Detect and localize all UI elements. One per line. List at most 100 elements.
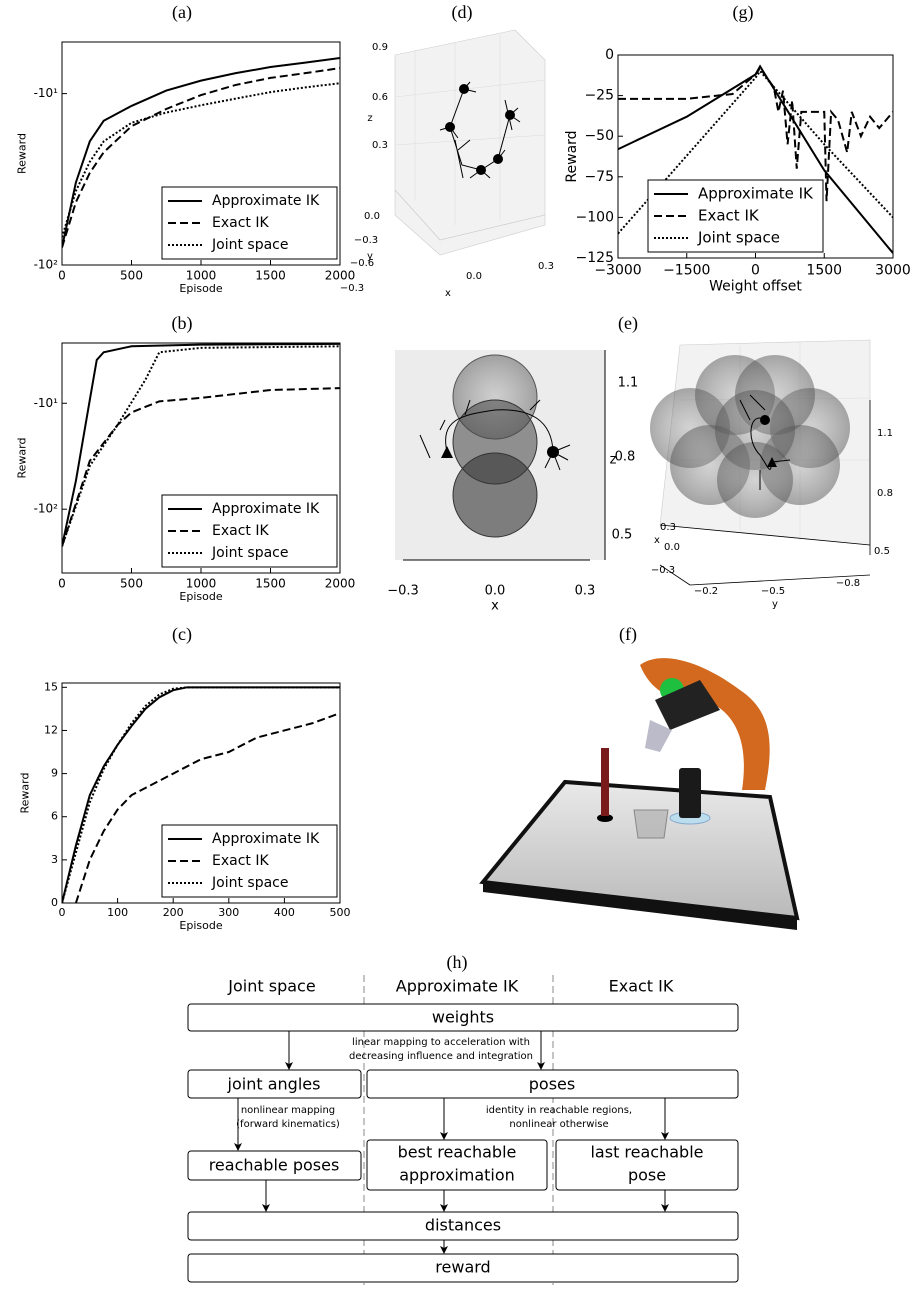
y-axis-label: Reward [564,130,580,182]
legend-label: Approximate IK [212,501,320,517]
legend-label: Joint space [211,237,288,253]
panel-label: (g) [733,2,754,23]
y-tick-label: 15 [44,680,58,693]
x-tick-label: 0 [58,576,66,590]
plot3d-mid [395,350,605,560]
x-axis-label: Weight offset [709,279,802,295]
x-tick-label: −0.3 [651,565,675,576]
y-tick-label: −50 [584,128,614,144]
x-axis-label: x [654,535,660,546]
x-tick-label: 3000 [875,263,911,279]
y-tick-label: 12 [44,723,58,736]
z-axis-label: z [610,453,617,468]
z-axis-label: z [367,113,372,124]
box-label: joint angles [227,1075,321,1094]
y-axis-label: Reward [19,773,32,814]
y-axis-label: Reward [15,133,28,174]
box-label: poses [529,1075,575,1094]
y-axis-label: Reward [15,438,28,479]
box-label: best reachable [398,1143,517,1162]
box-label: reward [435,1258,490,1277]
y-tick-label: -10¹ [34,86,59,100]
plot3d-d [395,30,545,255]
x-tick-label: 1500 [255,268,286,282]
y-tick-label: −0.3 [354,235,378,246]
y-tick-label: −75 [584,169,614,185]
x-tick-label: 2000 [325,268,356,282]
y-tick-label: -10² [34,502,59,516]
z-tick-label: 0.9 [372,42,388,53]
x-tick-label: 1000 [186,576,217,590]
panel-label: (f) [619,624,637,645]
z-tick-label: 0.6 [372,92,388,103]
figure: (d) (e) (f) (h) Joint space Approximate … [0,0,914,1290]
x-tick-label: 0.0 [485,584,506,599]
y-tick-label: −125 [576,250,614,266]
box-label: approximation [399,1166,515,1185]
z-tick-label: 0.3 [372,140,388,151]
y-tick-label: 9 [51,767,58,780]
note: (forward kinematics) [236,1119,340,1130]
x-tick-label: 0.3 [538,261,554,272]
panel-label: (e) [618,313,638,334]
x-tick-label: 500 [120,268,143,282]
box-label: distances [425,1216,501,1235]
x-tick-label: 400 [274,906,295,919]
y-tick-label: −0.2 [694,586,718,597]
note: nonlinear otherwise [509,1119,608,1130]
legend-label: Approximate IK [212,193,320,209]
x-tick-label: 1000 [186,268,217,282]
x-tick-label: 0.3 [660,522,676,533]
x-tick-label: −0.3 [387,584,419,599]
x-tick-label: 0.3 [575,584,596,599]
x-tick-label: 500 [330,906,351,919]
note: linear mapping to acceleration with [352,1037,530,1048]
column-header: Approximate IK [396,977,519,996]
x-tick-label: 0 [751,263,760,279]
legend-label: Approximate IK [698,185,814,203]
y-tick-label: 0.0 [364,211,380,222]
y-axis-label: y [772,599,778,610]
y-tick-label: -10² [34,258,59,272]
legend-label: Joint space [211,545,288,561]
panel-label: (h) [447,952,468,973]
box-label: last reachable [590,1143,703,1162]
legend-label: Approximate IK [212,831,320,847]
note: nonlinear mapping [241,1105,335,1116]
legend-label: Joint space [211,875,288,891]
z-tick-label: 0.5 [874,546,890,557]
z-tick-label: 0.8 [615,450,636,465]
y-tick-label: −100 [576,209,614,225]
x-tick-label: 0.0 [664,542,680,553]
x-tick-label: 0.0 [466,271,482,282]
legend-label: Exact IK [212,853,269,869]
x-tick-label: 500 [120,576,143,590]
x-tick-label: 2000 [325,576,356,590]
x-tick-label: 1500 [806,263,842,279]
legend-label: Exact IK [212,215,269,231]
x-axis-label: Episode [179,590,222,603]
note: decreasing influence and integration [349,1051,533,1062]
z-tick-label: 1.1 [618,376,639,391]
x-tick-label: −1500 [663,263,710,279]
box-label: weights [432,1008,494,1027]
y-tick-label: −0.5 [761,586,785,597]
x-tick-label: 0 [58,268,66,282]
panel-label: (a) [172,2,192,23]
legend-label: Exact IK [698,207,760,225]
y-tick-label: 0 [605,47,614,63]
x-axis-label: x [445,288,451,299]
box-label: pose [628,1166,666,1185]
legend-label: Exact IK [212,523,269,539]
panel-label: (d) [452,2,473,23]
x-tick-label: 300 [218,906,239,919]
x-tick-label: 200 [163,906,184,919]
x-axis-label: Episode [179,919,222,932]
box-label: reachable poses [209,1156,340,1175]
column-header: Joint space [227,977,315,996]
panel-label: (c) [172,624,192,645]
panel-label: (b) [172,313,193,334]
z-tick-label: 0.8 [877,488,893,499]
x-axis-label: x [491,599,499,614]
plot3d-e [650,340,870,585]
